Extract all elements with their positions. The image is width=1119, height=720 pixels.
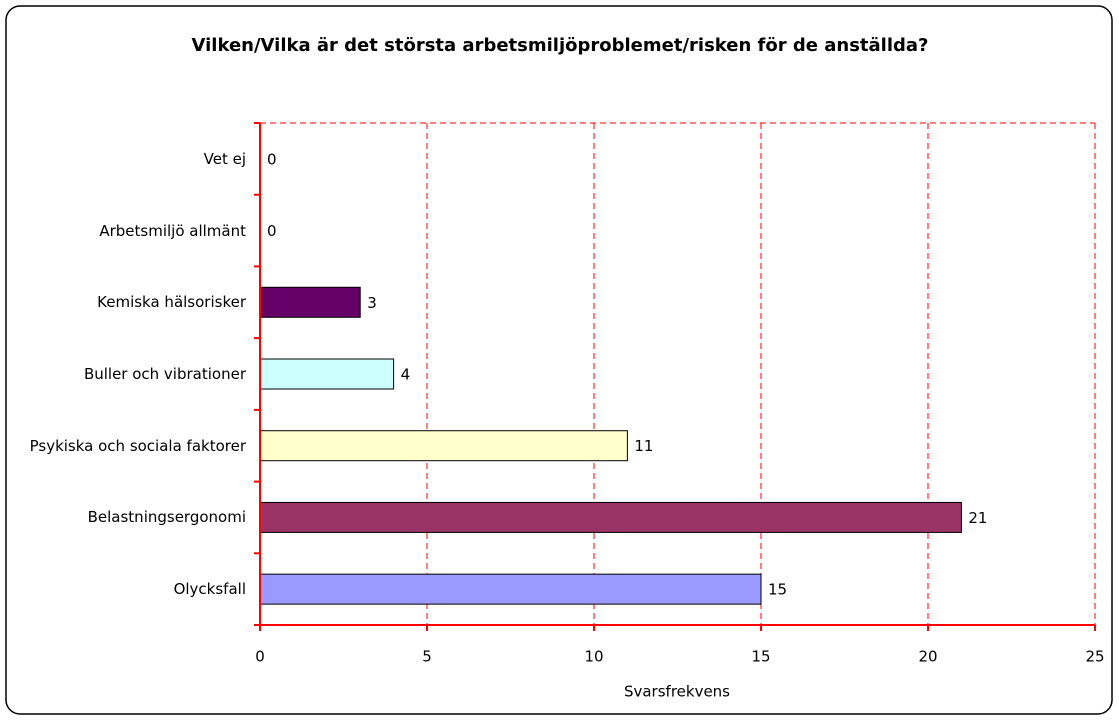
bar	[259, 358, 395, 390]
x-tick-label: 25	[1085, 648, 1104, 666]
x-tick-label: 0	[255, 648, 265, 666]
x-tick-label: 10	[584, 648, 603, 666]
bar	[259, 286, 361, 318]
y-tick-label: Psykiska och sociala faktorer	[29, 436, 246, 455]
y-tick-label: Belastningsergonomi	[87, 508, 246, 527]
frame	[5, 5, 1113, 715]
value-label: 15	[768, 581, 787, 599]
value-label: 0	[267, 222, 277, 240]
x-tick-label: 5	[422, 648, 432, 666]
bar	[259, 501, 962, 533]
value-label: 4	[401, 366, 411, 384]
x-tick-label: 20	[918, 648, 937, 666]
y-tick-label: Vet ej	[203, 149, 246, 168]
value-label: 0	[267, 150, 277, 168]
value-label: 21	[968, 509, 987, 527]
bar	[259, 430, 628, 462]
value-label: 11	[634, 437, 653, 455]
y-tick-label: Kemiska hälsorisker	[97, 293, 246, 312]
y-tick-label: Olycksfall	[173, 580, 246, 599]
chart-title: Vilken/Vilka är det största arbetsmiljöp…	[191, 35, 929, 56]
value-label: 3	[367, 294, 377, 312]
y-tick-label: Arbetsmiljö allmänt	[99, 221, 246, 240]
x-axis-label: Svarsfrekvens	[624, 683, 730, 701]
bar	[259, 573, 762, 605]
x-tick-label: 15	[751, 648, 770, 666]
y-tick-label: Buller och vibrationer	[83, 365, 246, 383]
